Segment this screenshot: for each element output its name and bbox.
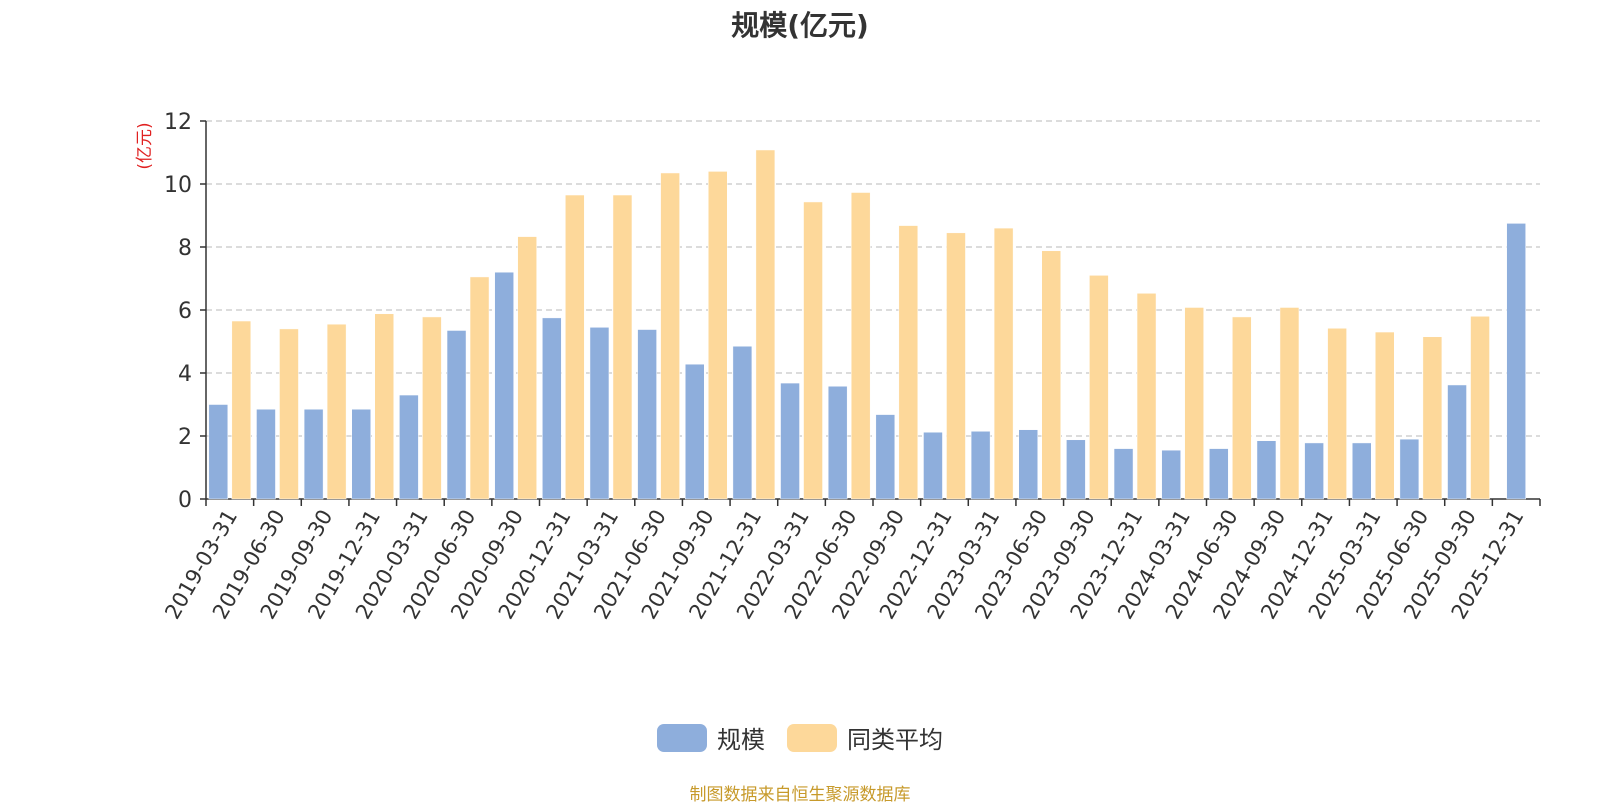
- bar-scale: [1352, 442, 1372, 500]
- bar-scale: [1066, 439, 1086, 500]
- y-tick-label: 12: [164, 110, 192, 135]
- bar-scale: [1209, 448, 1229, 500]
- y-axis-label: (亿元): [135, 122, 155, 169]
- y-tick-label: 0: [178, 488, 192, 513]
- bar-peer-average: [1327, 328, 1347, 500]
- bar-scale: [1256, 440, 1277, 500]
- bar-scale: [399, 394, 419, 500]
- bar-peer-average: [993, 227, 1014, 500]
- bar-scale: [1113, 448, 1134, 500]
- bar-peer-average: [1041, 250, 1061, 500]
- bar-scale: [589, 327, 610, 500]
- legend-swatch-peer-average: [787, 723, 837, 752]
- bar-peer-average: [1184, 307, 1204, 500]
- bar-peer-average: [1422, 336, 1443, 500]
- bar-scale: [637, 329, 657, 500]
- bar-peer-average: [1136, 293, 1157, 500]
- bar-peer-average: [422, 316, 442, 500]
- bar-scale: [875, 414, 896, 500]
- bar-scale: [1304, 442, 1324, 500]
- bar-peer-average: [898, 225, 919, 500]
- bar-peer-average: [1279, 307, 1300, 500]
- y-tick-label: 4: [178, 362, 192, 387]
- bar-scale: [256, 408, 276, 500]
- bar-peer-average: [850, 192, 871, 500]
- bar-scale: [780, 382, 800, 500]
- legend-item-peer-average[interactable]: 同类平均: [787, 720, 943, 755]
- bar-scale: [732, 345, 753, 500]
- bar-peer-average: [1375, 331, 1395, 500]
- bar-peer-average: [326, 323, 347, 500]
- bar-scale: [1018, 429, 1038, 500]
- bar-peer-average: [660, 172, 680, 500]
- bar-scale: [303, 408, 324, 500]
- bar-peer-average: [946, 232, 966, 500]
- bar-peer-average: [279, 328, 299, 500]
- chart-title: 规模(亿元): [731, 9, 869, 42]
- bar-peer-average: [565, 194, 585, 500]
- bar-scale: [208, 404, 229, 500]
- bar-scale: [1447, 384, 1467, 500]
- bar-scale: [685, 363, 705, 500]
- bar-peer-average: [708, 171, 728, 500]
- bar-scale: [494, 271, 514, 500]
- y-tick-label: 6: [178, 299, 192, 324]
- bar-peer-average: [517, 236, 537, 500]
- bar-peer-average: [1470, 316, 1490, 500]
- bar-peer-average: [1232, 316, 1252, 500]
- y-tick-label: 2: [178, 425, 192, 450]
- bar-peer-average: [755, 149, 776, 500]
- bar-scale: [970, 431, 991, 500]
- bar-scale: [351, 408, 371, 500]
- y-tick-label: 8: [178, 236, 192, 261]
- bar-scale: [827, 385, 848, 500]
- bar-peer-average: [469, 276, 490, 500]
- bar-scale: [446, 330, 467, 500]
- bar-scale: [1161, 449, 1181, 500]
- bar-scale: [542, 317, 562, 500]
- bar-peer-average: [1089, 275, 1109, 500]
- bar-peer-average: [803, 201, 823, 500]
- legend-label-scale: 规模: [717, 726, 765, 754]
- y-tick-label: 10: [164, 173, 192, 198]
- bar-peer-average: [231, 320, 252, 500]
- bar-peer-average: [374, 313, 394, 500]
- bar-scale: [1506, 223, 1526, 500]
- legend-label-peer-average: 同类平均: [847, 726, 943, 754]
- bar-chart: 024681012(亿元)2019-03-312019-06-302019-09…: [135, 110, 1541, 623]
- bar-scale: [1399, 438, 1420, 500]
- data-source-note: 制图数据来自恒生聚源数据库: [689, 785, 911, 805]
- legend-swatch-scale: [657, 723, 707, 752]
- legend-item-scale[interactable]: 规模: [657, 720, 765, 755]
- bar-peer-average: [612, 194, 633, 500]
- chart-legend: 规模 同类平均: [0, 720, 1600, 755]
- bar-scale: [923, 431, 943, 500]
